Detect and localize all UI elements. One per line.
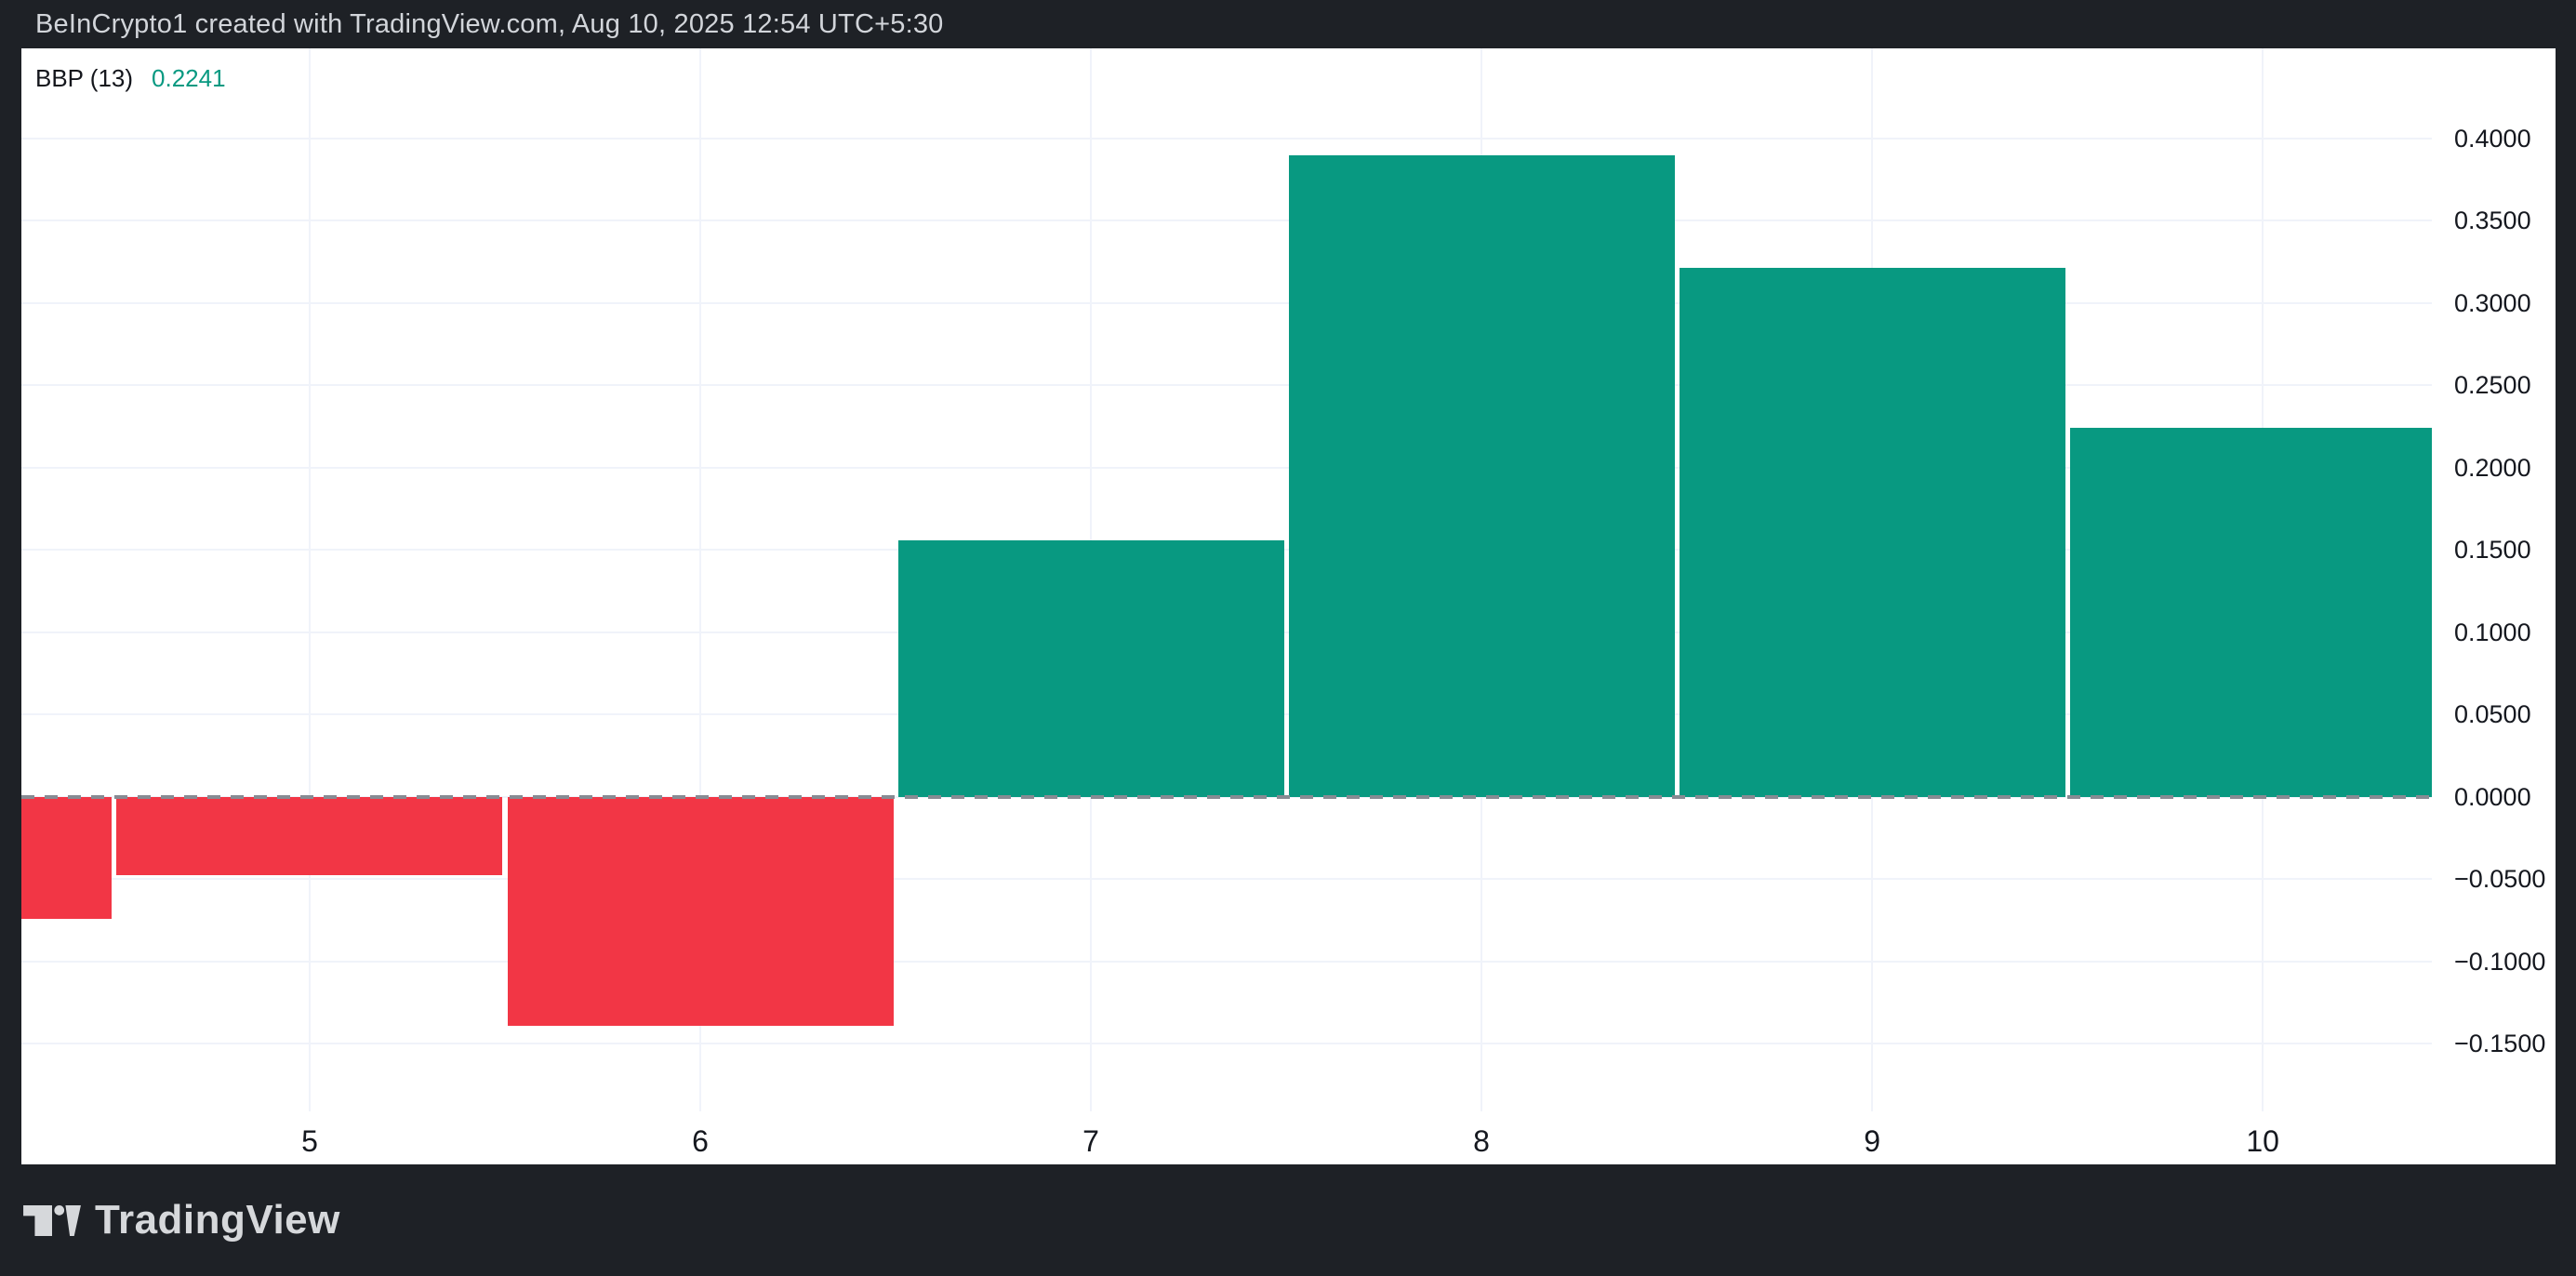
snapshot-header-bar: BeInCrypto1 created with TradingView.com… bbox=[0, 0, 2576, 48]
snapshot-title: BeInCrypto1 created with TradingView.com… bbox=[35, 8, 944, 39]
tradingview-wordmark: TradingView bbox=[95, 1197, 340, 1243]
y-tick-label: 0.1000 bbox=[2454, 618, 2531, 646]
histogram-bar bbox=[1288, 154, 1675, 797]
y-tick-label: 0.0500 bbox=[2454, 700, 2531, 729]
x-tick-label: 9 bbox=[1864, 1124, 1880, 1158]
y-grid-line bbox=[21, 1043, 2432, 1045]
y-grid-line bbox=[21, 878, 2432, 881]
tradingview-logo-icon bbox=[23, 1204, 81, 1236]
y-grid-line bbox=[21, 960, 2432, 963]
snapshot-footer-bar: TradingView bbox=[0, 1164, 2576, 1276]
indicator-legend: BBP (13) 0.2241 bbox=[35, 64, 226, 93]
indicator-name: BBP (13) bbox=[35, 64, 134, 92]
x-axis: 5 6 7 8 9 10 bbox=[21, 1111, 2432, 1164]
y-tick-label: 0.3000 bbox=[2454, 288, 2531, 317]
x-tick-label: 7 bbox=[1082, 1124, 1099, 1158]
y-tick-label: 0.1500 bbox=[2454, 536, 2531, 565]
y-tick-label: −0.1000 bbox=[2454, 947, 2546, 976]
y-tick-label: 0.2000 bbox=[2454, 453, 2531, 482]
x-tick-label: 6 bbox=[692, 1124, 709, 1158]
chart-panel: 0.4000 0.3500 0.3000 0.2500 0.2000 0.1500 0.10… bbox=[21, 48, 2556, 1164]
y-grid-line bbox=[21, 301, 2432, 304]
histogram-bar bbox=[507, 796, 894, 1026]
x-tick-label: 8 bbox=[1473, 1124, 1490, 1158]
histogram-bar bbox=[897, 539, 1284, 797]
x-tick-label: 5 bbox=[301, 1124, 318, 1158]
y-tick-label: 0.2500 bbox=[2454, 371, 2531, 400]
y-grid-line bbox=[21, 466, 2432, 469]
tradingview-logo[interactable]: TradingView bbox=[23, 1197, 340, 1243]
histogram-bar bbox=[21, 796, 113, 919]
y-grid-line bbox=[21, 219, 2432, 222]
y-tick-label: 0.4000 bbox=[2454, 124, 2531, 153]
plot-area bbox=[21, 48, 2432, 1111]
y-tick-label: 0.0000 bbox=[2454, 782, 2531, 811]
y-tick-label: −0.1500 bbox=[2454, 1030, 2546, 1058]
x-grid-line bbox=[699, 48, 701, 1111]
y-grid-line bbox=[21, 384, 2432, 387]
x-tick-label: 10 bbox=[2246, 1124, 2279, 1158]
histogram-bar bbox=[2069, 428, 2432, 797]
y-tick-label: 0.3500 bbox=[2454, 206, 2531, 235]
zero-line bbox=[21, 794, 2432, 799]
y-grid-line bbox=[21, 137, 2432, 140]
y-axis: 0.4000 0.3500 0.3000 0.2500 0.2000 0.1500 0.10… bbox=[2432, 48, 2556, 1111]
y-tick-label: −0.0500 bbox=[2454, 865, 2546, 894]
histogram-bar bbox=[1679, 267, 2065, 797]
histogram-bar bbox=[116, 796, 503, 875]
x-grid-line bbox=[308, 48, 311, 1111]
indicator-value: 0.2241 bbox=[152, 64, 226, 92]
